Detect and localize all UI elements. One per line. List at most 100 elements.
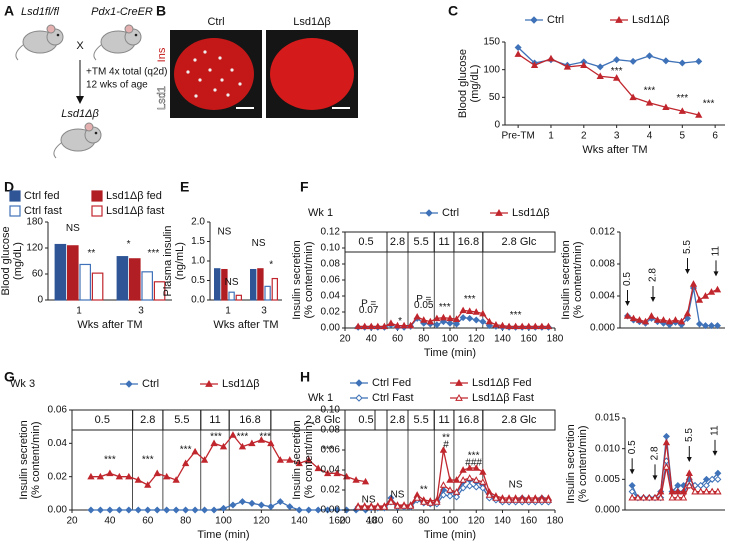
data-point (201, 506, 209, 514)
data-point (267, 503, 275, 511)
data-point (695, 111, 703, 118)
header-label: 2.8 Glc (305, 414, 340, 426)
data-point (400, 321, 408, 329)
y-tick-label: 0.08 (321, 259, 341, 270)
y-tick-label: 0.10 (321, 243, 341, 254)
data-point (459, 484, 467, 492)
data-point (485, 317, 494, 325)
data-point (115, 472, 123, 480)
annotation: 0.07 (359, 305, 379, 316)
data-point (472, 483, 480, 491)
data-point (466, 482, 474, 490)
x-tick-label: 60 (392, 516, 404, 527)
y-tick-label: 0.04 (321, 291, 341, 302)
data-point (498, 321, 507, 329)
mouse-icon (53, 122, 102, 159)
header-label: 16.8 (458, 236, 479, 248)
data-point (406, 321, 415, 329)
bar (141, 271, 153, 301)
legend-marker (495, 208, 503, 216)
x-tick-label: 3 (261, 306, 267, 317)
data-point (125, 472, 133, 480)
data-point (689, 284, 698, 292)
annotation: P = (361, 299, 376, 310)
panel-letter: D (4, 179, 14, 195)
data-point (531, 496, 539, 503)
annotation: 5.5 (682, 240, 693, 254)
annotation: *** (148, 248, 160, 259)
x-tick-label: 1 (76, 306, 82, 317)
data-point (645, 99, 654, 106)
data-point (685, 481, 693, 489)
data-point (668, 493, 676, 501)
x-tick-label: 3 (138, 306, 144, 317)
data-point (641, 317, 650, 325)
y-axis-label: Insulin secretion (291, 240, 303, 320)
data-point (361, 322, 369, 330)
y-tick-label: 0.04 (48, 438, 68, 449)
header-label: 5.5 (413, 236, 428, 248)
annotation: *** (142, 455, 154, 466)
legend-label: Lsd1Δβ (632, 14, 670, 26)
header-label: 0.5 (358, 236, 373, 248)
x-tick-label: 1 (225, 306, 231, 317)
series-line (631, 436, 719, 499)
cross-symbol: X (76, 40, 84, 52)
y-tick-label: 120 (26, 243, 43, 254)
x-tick-label: 100 (442, 516, 459, 527)
y-tick-label: 0.08 (321, 425, 341, 436)
x-tick-label: 100 (442, 334, 459, 345)
series-line (632, 466, 718, 499)
chart: 0.0 0.5 1.0 1.5 2.0 Plasma insulin (ng/mL) Wks … (162, 217, 282, 331)
y-tick-label: 0.06 (321, 445, 341, 456)
legend-label: Ctrl fed (24, 190, 59, 202)
x-tick-label: 1 (548, 131, 554, 142)
annotation: NS (66, 223, 80, 234)
data-point (361, 503, 369, 510)
data-point (695, 320, 704, 328)
data-point (446, 319, 454, 327)
x-tick-label: 180 (367, 516, 384, 527)
data-point (354, 322, 362, 330)
annotation: NS (217, 226, 231, 237)
x-tick-label: 60 (142, 516, 154, 527)
annotation: *** (611, 66, 623, 77)
x-tick-label: 40 (104, 516, 116, 527)
data-point (683, 314, 692, 322)
treatment-text: 12 wks of age (86, 80, 148, 91)
data-point (433, 498, 441, 505)
data-point (115, 506, 123, 514)
legend-swatch (91, 190, 103, 202)
legend-marker (125, 380, 133, 388)
bar (228, 291, 235, 301)
data-point (433, 321, 441, 329)
y-tick-label: 0.004 (590, 291, 615, 302)
y-tick-label: 0.00 (48, 505, 68, 516)
legend-swatch (9, 205, 21, 217)
data-point (695, 296, 704, 303)
x-tick-label: 2 (581, 131, 587, 142)
data-point (479, 318, 487, 326)
y-tick-label: 0.00 (321, 505, 341, 516)
data-point (314, 464, 322, 472)
annotation: 0.5 (622, 272, 633, 286)
data-point (314, 506, 322, 514)
legend-marker (615, 15, 623, 23)
data-point (678, 59, 686, 67)
data-point (538, 322, 546, 330)
data-point (333, 469, 341, 477)
annotation: NS (509, 480, 523, 491)
data-point (479, 309, 487, 317)
bar (214, 268, 221, 301)
data-point (662, 103, 670, 111)
data-point (446, 314, 454, 322)
header-label: 11 (209, 414, 220, 426)
y-axis-label: Plasma insulin (162, 226, 174, 297)
y-tick-label: 0.02 (48, 471, 68, 482)
data-point (580, 61, 588, 68)
stain-label: Ins (156, 47, 168, 62)
data-point (714, 487, 722, 495)
x-tick-label: 60 (392, 334, 404, 345)
data-point (531, 322, 539, 330)
data-point (286, 503, 294, 511)
